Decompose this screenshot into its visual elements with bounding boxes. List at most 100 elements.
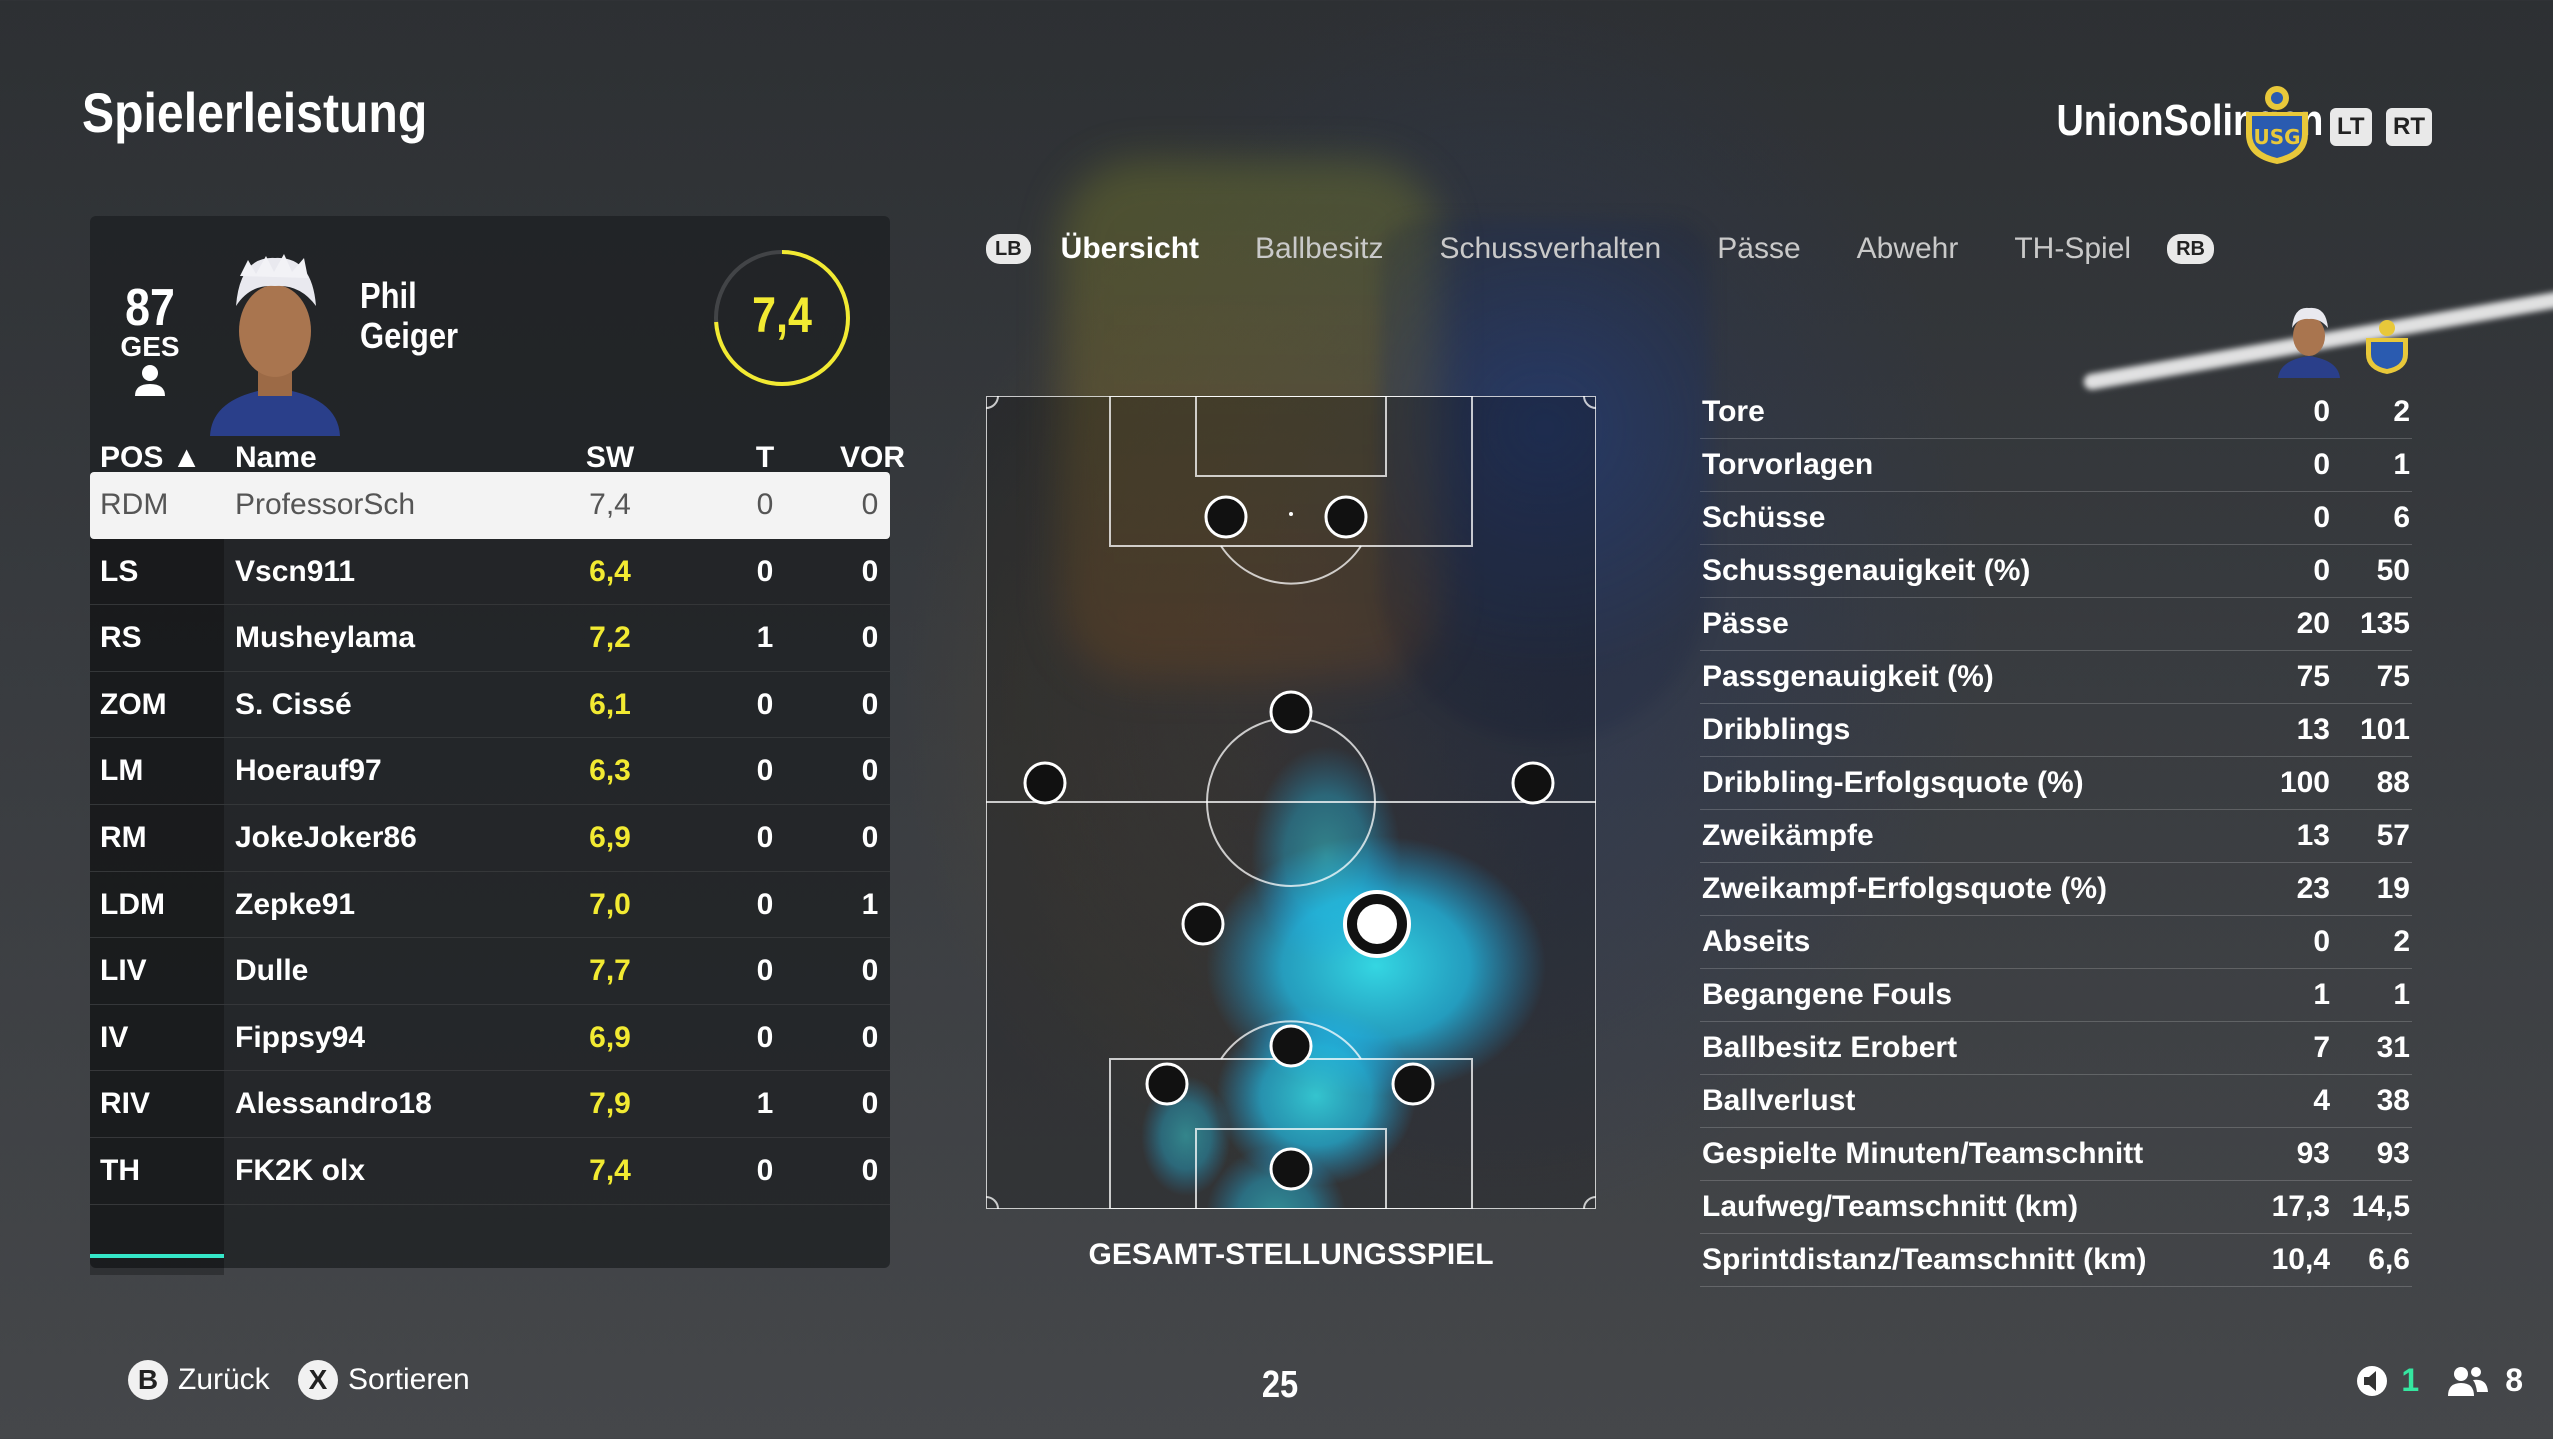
- column-rating[interactable]: SW: [585, 441, 635, 474]
- rb-bumper-button[interactable]: RB: [2167, 234, 2214, 264]
- player-avatar-icon: [2278, 307, 2340, 378]
- table-row[interactable]: LDM Zepke91 7,0 0 1: [90, 871, 890, 939]
- stat-row: Begangene Fouls 1 1: [1700, 969, 2412, 1022]
- stat-team-value: 101: [2359, 713, 2410, 746]
- player-marker[interactable]: [1269, 690, 1313, 734]
- table-row[interactable]: ZOM S. Cissé 6,1 0 0: [90, 671, 890, 739]
- stat-row: Torvorlagen 0 1: [1700, 439, 2412, 492]
- team-crest-small-icon: [2366, 320, 2408, 374]
- stat-row: Pässe 20 135: [1700, 598, 2412, 651]
- column-assists[interactable]: VOR: [840, 441, 906, 474]
- player-marker[interactable]: [1391, 1062, 1435, 1106]
- players-icon: [2448, 1366, 2489, 1396]
- overall-rating: 87: [125, 279, 175, 337]
- stat-label: Abseits: [1702, 925, 1811, 958]
- stat-row: Schussgenauigkeit (%) 0 50: [1700, 545, 2412, 598]
- column-name[interactable]: Name: [235, 441, 317, 474]
- row-goals: 1: [756, 621, 774, 655]
- table-row[interactable]: LIV Dulle 7,7 0 0: [90, 938, 890, 1005]
- tab-paesse[interactable]: Pässe: [1717, 232, 1801, 265]
- row-assists: 0: [861, 754, 879, 788]
- stat-label: Ballbesitz Erobert: [1702, 1031, 1958, 1064]
- person-icon: [135, 365, 165, 396]
- player-marker[interactable]: [1204, 495, 1248, 539]
- lb-bumper-button[interactable]: LB: [986, 234, 1031, 264]
- positioning-heatmap: [986, 396, 1596, 1209]
- rt-trigger-button[interactable]: RT: [2386, 108, 2432, 146]
- tab-schussverhalten[interactable]: Schussverhalten: [1439, 232, 1662, 265]
- player-marker[interactable]: [1511, 761, 1555, 805]
- table-row[interactable]: RM JokeJoker86 6,9 0 0: [90, 804, 890, 872]
- player-marker[interactable]: [1145, 1062, 1189, 1106]
- stat-row: Gespielte Minuten/Teamschnitt 93 93: [1700, 1128, 2412, 1181]
- tab-uebersicht[interactable]: Übersicht: [1060, 232, 1200, 265]
- player-marker[interactable]: [1269, 1147, 1313, 1191]
- stat-team-value: 88: [2376, 766, 2410, 799]
- team-crest-label: USG: [2253, 125, 2300, 149]
- player-name: Phil Geiger: [360, 276, 458, 356]
- stat-team-value: 6: [2393, 501, 2410, 534]
- row-position: IV: [100, 1020, 129, 1054]
- stat-label: Pässe: [1702, 607, 1789, 640]
- stat-player-value: 17,3: [2271, 1190, 2330, 1223]
- row-name: Zepke91: [235, 887, 356, 921]
- table-row[interactable]: RS Musheylama 7,2 1 0: [90, 605, 890, 672]
- player-marker[interactable]: [1023, 761, 1067, 805]
- row-name: ProfessorSch: [235, 488, 416, 521]
- table-row[interactable]: RIV Alessandro18 7,9 1 0: [90, 1071, 890, 1138]
- row-rating: 7,7: [589, 954, 631, 988]
- table-row[interactable]: IV Fippsy94 6,9 0 0: [90, 1004, 890, 1072]
- row-name: S. Cissé: [235, 687, 352, 721]
- row-name: Alessandro18: [235, 1087, 432, 1121]
- row-goals: 0: [756, 954, 774, 988]
- row-assists: 0: [861, 554, 879, 588]
- row-assists: 0: [861, 1153, 879, 1187]
- row-goals: 0: [756, 754, 774, 788]
- player-rows: RDM ProfessorSch 7,4 0 0 LS Vscn911 6,4 …: [90, 472, 890, 1275]
- player-markers: [1023, 495, 1555, 1191]
- player-last-name: Geiger: [360, 315, 459, 356]
- row-rating: 7,4: [589, 1153, 631, 1187]
- row-goals: 1: [756, 1087, 774, 1121]
- row-goals: 0: [756, 488, 774, 521]
- table-row[interactable]: LM Hoerauf97 6,3 0 0: [90, 738, 890, 805]
- stat-label: Zweikampf-Erfolgsquote (%): [1702, 872, 2108, 905]
- stat-player-value: 75: [2296, 660, 2330, 693]
- column-goals[interactable]: T: [755, 441, 775, 474]
- player-marker[interactable]: [1324, 495, 1368, 539]
- sort-column-pos[interactable]: POS ▲: [100, 441, 202, 474]
- table-row[interactable]: LS Vscn911 6,4 0 0: [90, 538, 890, 606]
- row-position: RIV: [100, 1087, 151, 1121]
- selected-player-marker[interactable]: [1343, 890, 1411, 958]
- stat-label: Dribbling-Erfolgsquote (%): [1702, 766, 2084, 799]
- match-rating-ring: [714, 250, 850, 386]
- stat-label: Sprintdistanz/Teamschnitt (km): [1702, 1243, 2147, 1276]
- row-name: Fippsy94: [235, 1020, 366, 1054]
- player-marker[interactable]: [1181, 902, 1225, 946]
- row-position: RS: [100, 621, 142, 655]
- back-label: Zurück: [178, 1363, 270, 1396]
- row-goals: 0: [756, 1153, 774, 1187]
- player-marker[interactable]: [1269, 1024, 1313, 1068]
- row-name: Hoerauf97: [235, 754, 382, 788]
- back-button[interactable]: B Zurück: [128, 1360, 270, 1400]
- tab-abwehr[interactable]: Abwehr: [1856, 232, 1959, 265]
- sort-button[interactable]: X Sortieren: [298, 1360, 470, 1400]
- stat-team-value: 19: [2376, 872, 2410, 905]
- row-name: FK2K olx: [235, 1153, 366, 1187]
- tab-ballbesitz[interactable]: Ballbesitz: [1255, 232, 1384, 265]
- stat-row: Sprintdistanz/Teamschnitt (km) 10,4 6,6: [1700, 1234, 2412, 1287]
- row-rating: 6,1: [589, 687, 631, 721]
- row-rating: 6,9: [589, 1020, 631, 1054]
- table-row[interactable]: RDM ProfessorSch 7,4 0 0: [90, 472, 890, 539]
- tab-th-spiel[interactable]: TH-Spiel: [2014, 232, 2132, 265]
- lt-trigger-button[interactable]: LT: [2330, 108, 2372, 146]
- table-row[interactable]: TH FK2K olx 7,4 0 0: [90, 1137, 890, 1205]
- page-number: 25: [1261, 1364, 1299, 1406]
- mic-count: 1: [2401, 1362, 2420, 1398]
- stat-tabs: LB Übersicht Ballbesitz Schussverhalten …: [986, 226, 2244, 272]
- row-goals: 0: [756, 820, 774, 854]
- row-position: RDM: [100, 488, 169, 521]
- table-header: POS ▲ Name SW T VOR: [90, 432, 905, 484]
- stat-row: Schüsse 0 6: [1700, 492, 2412, 545]
